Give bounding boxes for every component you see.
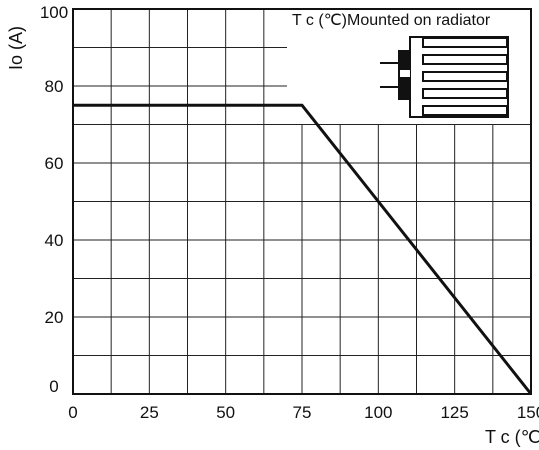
tick-labels: 0 25 50 75 100 125 150 0 20 40 60 80 100: [40, 3, 539, 422]
series: [73, 103, 533, 395]
y-tick-label: 20: [45, 308, 64, 327]
y-tick-label: 0: [49, 377, 58, 396]
x-tick-label: 25: [140, 403, 159, 422]
y-tick-label: 100: [40, 3, 68, 22]
x-tick-label: 0: [68, 403, 77, 422]
x-tick-label: 100: [364, 403, 392, 422]
inset-area: T c (℃)Mounted on radiator: [287, 9, 531, 124]
radiator-mounted-device-icon: [380, 36, 509, 118]
y-tick-label: 60: [45, 154, 64, 173]
x-axis-label: T c (℃): [485, 427, 539, 447]
inset-annotation: T c (℃)Mounted on radiator: [292, 12, 491, 29]
derating-curve: [73, 103, 533, 395]
x-tick-label: 50: [216, 403, 235, 422]
plot-frame: [72, 8, 532, 395]
y-tick-label: 80: [45, 77, 64, 96]
y-axis-label: Io (A): [6, 26, 26, 70]
x-tick-label: 125: [440, 403, 468, 422]
x-tick-label: 150: [517, 403, 539, 422]
y-tick-label: 40: [45, 231, 64, 250]
x-tick-label: 75: [293, 403, 312, 422]
